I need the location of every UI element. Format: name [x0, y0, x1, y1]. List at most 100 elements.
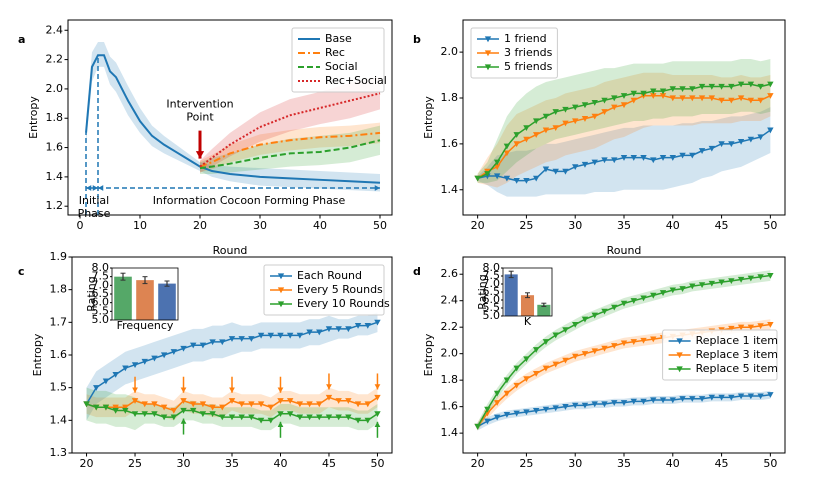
x-tick-label: 10 [133, 219, 147, 232]
marker [728, 141, 735, 148]
legend-box [263, 264, 385, 316]
legend-box [662, 329, 778, 381]
marker [513, 177, 520, 184]
marker [286, 411, 294, 417]
marker [493, 390, 501, 397]
x-tick-label: 25 [128, 457, 142, 470]
marker [542, 339, 550, 345]
legend-label: Rec [325, 46, 345, 59]
refresh-arrow-head [277, 387, 284, 393]
marker [335, 326, 342, 333]
marker [737, 324, 745, 331]
marker [325, 326, 333, 333]
marker [572, 402, 579, 409]
marker [676, 366, 683, 373]
panel-label: a [18, 33, 25, 46]
refresh-arrow-head [180, 387, 187, 393]
marker [474, 175, 481, 182]
marker [325, 394, 333, 401]
confidence-band [200, 122, 380, 173]
marker [728, 325, 735, 332]
y-tick-label: 2.6 [441, 267, 459, 280]
marker [209, 339, 216, 346]
marker [640, 337, 647, 344]
marker [640, 398, 647, 405]
marker [503, 175, 511, 182]
y-tick-label: 7.0 [92, 278, 110, 291]
marker [747, 275, 755, 282]
y-tick-label: 7.5 [483, 269, 501, 282]
marker [708, 95, 716, 102]
marker [581, 102, 589, 109]
marker [718, 97, 725, 104]
marker [650, 88, 657, 95]
bar [537, 304, 551, 316]
y-tick-label: 1.5 [50, 381, 68, 394]
marker [718, 279, 725, 286]
x-tick-label: 50 [370, 457, 384, 470]
marker [190, 407, 197, 414]
marker [335, 414, 342, 421]
plot-frame [67, 19, 393, 216]
phase-arrow-head [86, 185, 92, 191]
marker [679, 86, 686, 93]
marker [698, 95, 706, 102]
legend-label: Each Round [297, 269, 362, 282]
marker [669, 86, 676, 93]
marker [228, 336, 236, 342]
marker [591, 401, 598, 408]
marker [503, 411, 511, 418]
marker [591, 113, 598, 120]
y-axis-label: Entropy [422, 333, 435, 376]
y-tick-label: 1.7 [50, 315, 68, 328]
marker [611, 400, 618, 406]
marker [611, 304, 618, 311]
marker [611, 157, 618, 164]
marker [708, 83, 716, 90]
marker [335, 398, 342, 404]
marker [659, 155, 667, 161]
marker [228, 398, 236, 404]
phase-arrow-head [374, 185, 380, 191]
legend-label: Replace 5 item [696, 362, 778, 375]
marker [209, 411, 216, 417]
marker [102, 378, 110, 385]
marker [199, 342, 207, 349]
marker [257, 332, 265, 339]
marker [669, 287, 676, 294]
marker [141, 401, 148, 408]
y-tick-label: 1.8 [46, 111, 64, 124]
marker [747, 97, 755, 104]
marker [630, 90, 637, 97]
marker [640, 295, 647, 302]
y-tick-label: 5.0 [483, 309, 501, 322]
marker [228, 414, 236, 421]
marker [689, 86, 696, 93]
marker [767, 392, 774, 398]
marker [601, 97, 608, 104]
x-tick-label: 20 [80, 457, 94, 470]
y-tick-label: 1.6 [50, 348, 68, 361]
marker [296, 332, 304, 339]
marker [532, 175, 540, 182]
marker [160, 404, 168, 411]
marker [591, 348, 598, 355]
marker [238, 401, 245, 408]
x-tick-label: 40 [666, 457, 680, 470]
marker [316, 414, 323, 421]
marker [572, 118, 579, 125]
marker [630, 97, 637, 104]
marker [199, 411, 207, 417]
marker [620, 155, 628, 161]
x-axis-label: Round [213, 244, 248, 257]
marker [679, 286, 686, 292]
marker [728, 394, 735, 401]
marker [112, 404, 119, 411]
marker [747, 81, 755, 88]
y-tick-label: 5.5 [483, 301, 501, 314]
marker [513, 132, 520, 138]
marker [718, 141, 725, 148]
x-tick-label: 40 [313, 219, 327, 232]
marker [708, 280, 716, 287]
marker [277, 411, 284, 417]
